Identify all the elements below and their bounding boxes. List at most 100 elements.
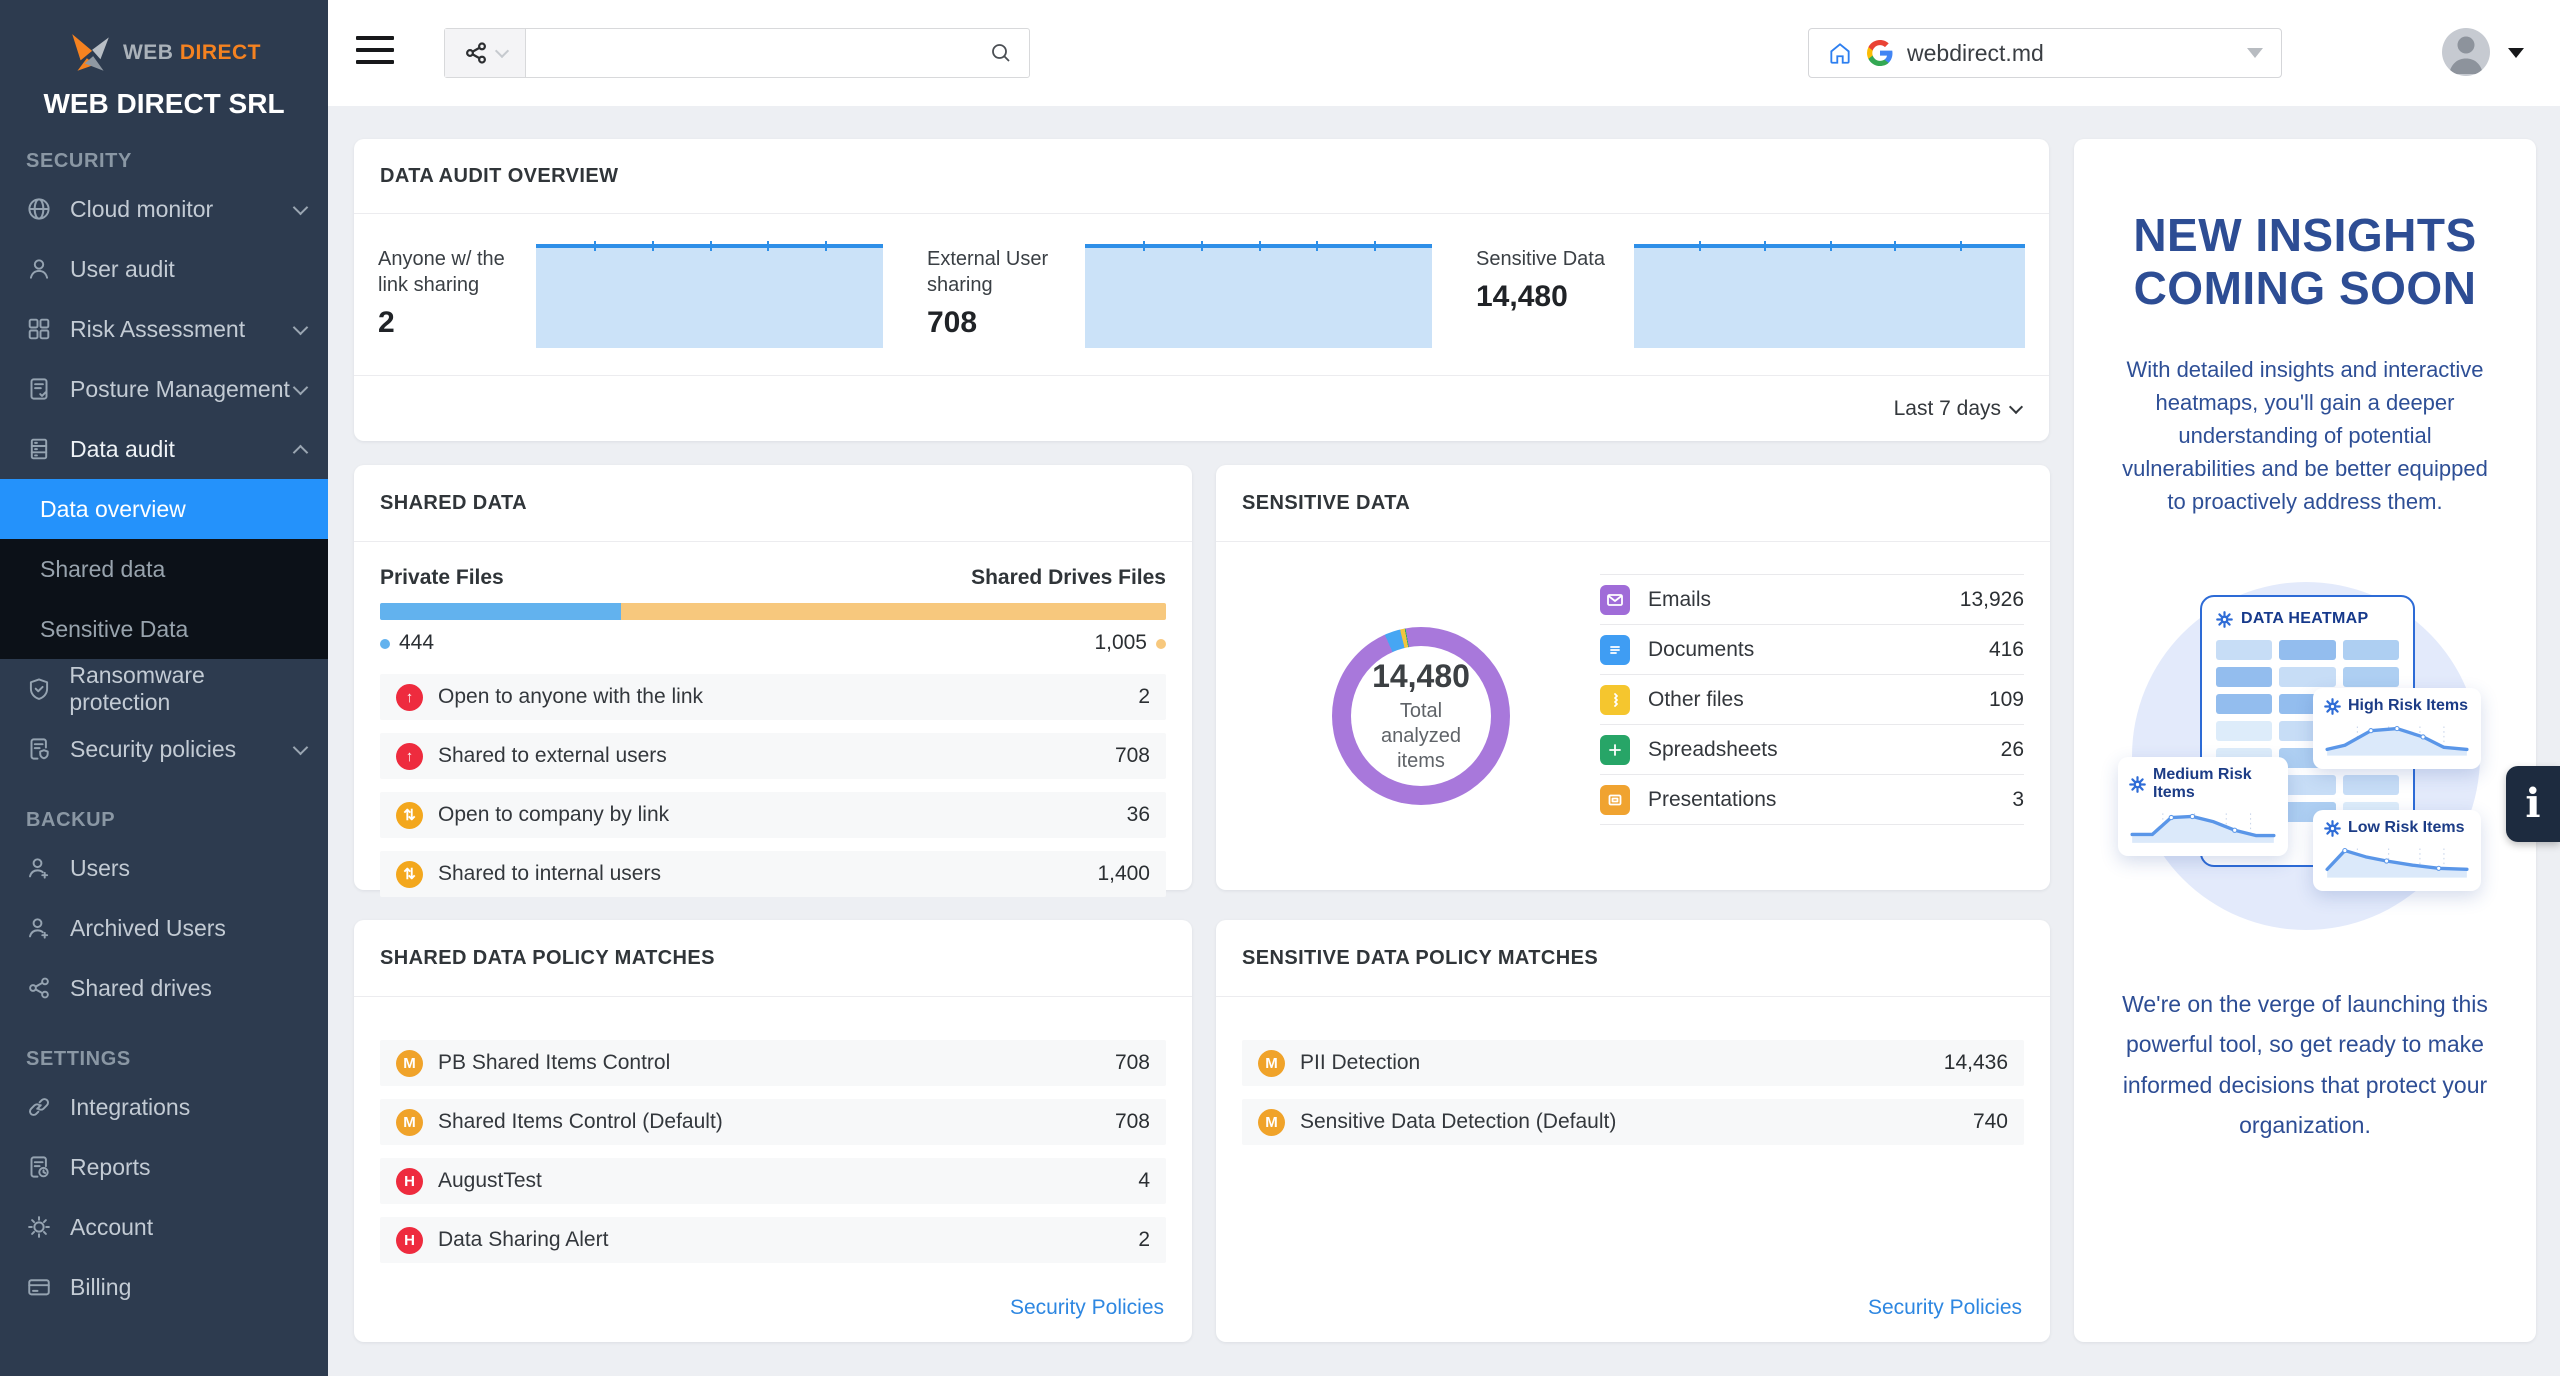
sensitive-data-legend: Emails 13,926 Documents 416 Other files …	[1600, 574, 2024, 890]
subitem-label: Data overview	[40, 495, 186, 522]
menu-icon[interactable]	[356, 36, 394, 72]
policy-row[interactable]: M PB Shared Items Control 708	[380, 1040, 1166, 1086]
shared-data-policy-matches-card: SHARED DATA POLICY MATCHES M PB Shared I…	[354, 920, 1192, 1342]
chevron-down-icon	[292, 199, 309, 215]
medium-risk-mini-chart	[2130, 813, 2276, 843]
row-value: 1,400	[1097, 862, 1150, 885]
server-icon	[26, 436, 52, 462]
file-icon	[1600, 684, 1630, 715]
medium-severity-badge: M	[396, 1108, 423, 1136]
sidebar-item-risk-assessment[interactable]: Risk Assessment	[0, 299, 328, 359]
list-item[interactable]: ⇅ Open to company by link 36	[380, 792, 1166, 838]
logo-wordmark: WEB DIRECT	[122, 41, 261, 64]
list-item[interactable]: ↑ Shared to external users 708	[380, 733, 1166, 779]
row-value: 36	[1126, 803, 1150, 826]
chevron-up-icon	[292, 444, 309, 460]
link-icon	[26, 1094, 52, 1120]
sidebar-item-label: Cloud monitor	[70, 195, 214, 222]
sidebar-item-reports[interactable]: Reports	[0, 1137, 328, 1197]
chevron-down-icon	[2008, 399, 2024, 414]
search-icon[interactable]	[989, 41, 1013, 65]
high-risk-items-card: High Risk Items	[2313, 688, 2481, 769]
donut-caption: Total analyzed items	[1380, 700, 1462, 772]
policy-name: AugustTest	[438, 1169, 542, 1192]
sidebar-item-data-audit[interactable]: Data audit	[0, 419, 328, 479]
promo-title: NEW INSIGHTS COMING SOON	[2133, 209, 2477, 315]
arrow-up-icon: ↑	[396, 742, 423, 770]
document-icon	[1600, 634, 1630, 665]
sidebar-item-label: Data audit	[70, 435, 175, 462]
sidebar-item-users[interactable]: Users	[0, 838, 328, 898]
medium-severity-badge: M	[1258, 1108, 1285, 1136]
card-title: SHARED DATA POLICY MATCHES	[380, 946, 715, 969]
card-title: SHARED DATA	[380, 491, 527, 514]
domain-name: webdirect.md	[1907, 39, 2044, 66]
policy-row[interactable]: M Sensitive Data Detection (Default) 740	[1242, 1099, 2024, 1145]
policy-name: Sensitive Data Detection (Default)	[1300, 1110, 1617, 1133]
period-selector[interactable]: Last 7 days	[354, 375, 2049, 441]
policy-row[interactable]: M PII Detection 14,436	[1242, 1040, 2024, 1086]
sensitive-data-card: SENSITIVE DATA 14,480 Total analyzed ite…	[1216, 465, 2050, 890]
legend-item: Documents 416	[1600, 625, 2024, 675]
list-item[interactable]: ⇅ Shared to internal users 1,400	[380, 851, 1166, 897]
sidebar-subitem-data-overview[interactable]: Data overview	[0, 479, 328, 539]
sidebar-item-shared-drives[interactable]: Shared drives	[0, 958, 328, 1018]
logo-icon	[72, 34, 109, 71]
donut-chart: 14,480 Total analyzed items	[1332, 627, 1510, 805]
search-input[interactable]	[526, 29, 989, 77]
blue-dot-icon	[380, 639, 390, 649]
sidebar-item-cloud-monitor[interactable]: Cloud monitor	[0, 179, 328, 239]
avatar-image	[2449, 36, 2483, 74]
legend-item: Other files 109	[1600, 675, 2024, 725]
legend-item: Spreadsheets 26	[1600, 725, 2024, 775]
legend-label: Other files	[1648, 687, 1744, 711]
sidebar-subitem-sensitive-data[interactable]: Sensitive Data	[0, 599, 328, 659]
sensitive-data-policy-matches-card: SENSITIVE DATA POLICY MATCHES M PII Dete…	[1216, 920, 2050, 1342]
info-icon: i	[2525, 780, 2541, 827]
policy-row[interactable]: M Shared Items Control (Default) 708	[380, 1099, 1166, 1145]
sidebar-item-account[interactable]: Account	[0, 1197, 328, 1257]
user-menu-triangle-icon[interactable]	[2508, 48, 2524, 58]
sidebar-item-billing[interactable]: Billing	[0, 1257, 328, 1317]
sidebar-item-ransomware-protection[interactable]: Ransomware protection	[0, 659, 328, 719]
subitem-label: Sensitive Data	[40, 615, 189, 642]
policy-row[interactable]: H AugustTest 4	[380, 1158, 1166, 1204]
sidebar-item-security-policies[interactable]: Security policies	[0, 719, 328, 779]
gear-icon	[26, 1214, 52, 1240]
sidebar: WEB DIRECT WEB DIRECT SRL SECURITY Cloud…	[0, 0, 328, 1376]
domain-selector[interactable]: webdirect.md	[1808, 28, 2282, 78]
arrows-up-down-icon: ⇅	[396, 801, 423, 829]
overview-stats: Anyone w/ the link sharing 2 External Us…	[354, 214, 2049, 348]
security-policies-link[interactable]: Security Policies	[1009, 1296, 1164, 1319]
sidebar-item-posture-management[interactable]: Posture Management	[0, 359, 328, 419]
row-label: Open to company by link	[438, 803, 670, 826]
search-bar	[444, 28, 1030, 78]
private-files-label: Private Files	[380, 566, 504, 589]
chevron-down-icon	[292, 379, 309, 395]
sidebar-item-label: Security policies	[70, 735, 237, 762]
period-label: Last 7 days	[1893, 396, 2001, 420]
chevron-down-icon	[494, 43, 509, 59]
security-policies-link[interactable]: Security Policies	[1867, 1296, 2022, 1319]
sidebar-item-label: Integrations	[70, 1093, 191, 1120]
globe-icon	[26, 196, 52, 222]
sidebar-item-integrations[interactable]: Integrations	[0, 1077, 328, 1137]
info-button[interactable]: i	[2506, 766, 2560, 842]
section-label-backup: BACKUP	[26, 809, 116, 831]
new-insights-panel: NEW INSIGHTS COMING SOON With detailed i…	[2074, 139, 2536, 1342]
stat-value: 14,480	[1476, 280, 1568, 313]
sidebar-item-user-audit[interactable]: User audit	[0, 239, 328, 299]
high-severity-badge: H	[396, 1226, 423, 1254]
sidebar-item-archived-users[interactable]: Archived Users	[0, 898, 328, 958]
policy-row[interactable]: H Data Sharing Alert 2	[380, 1217, 1166, 1263]
legend-label: Spreadsheets	[1648, 737, 1778, 761]
list-item[interactable]: ↑ Open to anyone with the link 2	[380, 674, 1166, 720]
arrows-up-down-icon: ⇅	[396, 860, 423, 888]
data-audit-submenu: Data overview Shared data Sensitive Data	[0, 479, 328, 659]
search-scope-button[interactable]	[445, 29, 526, 77]
sidebar-subitem-shared-data[interactable]: Shared data	[0, 539, 328, 599]
subitem-label: Shared data	[40, 555, 166, 582]
avatar[interactable]	[2442, 28, 2490, 76]
sidebar-item-label: Shared drives	[70, 974, 212, 1001]
policy-matches: 708	[1114, 1051, 1150, 1074]
